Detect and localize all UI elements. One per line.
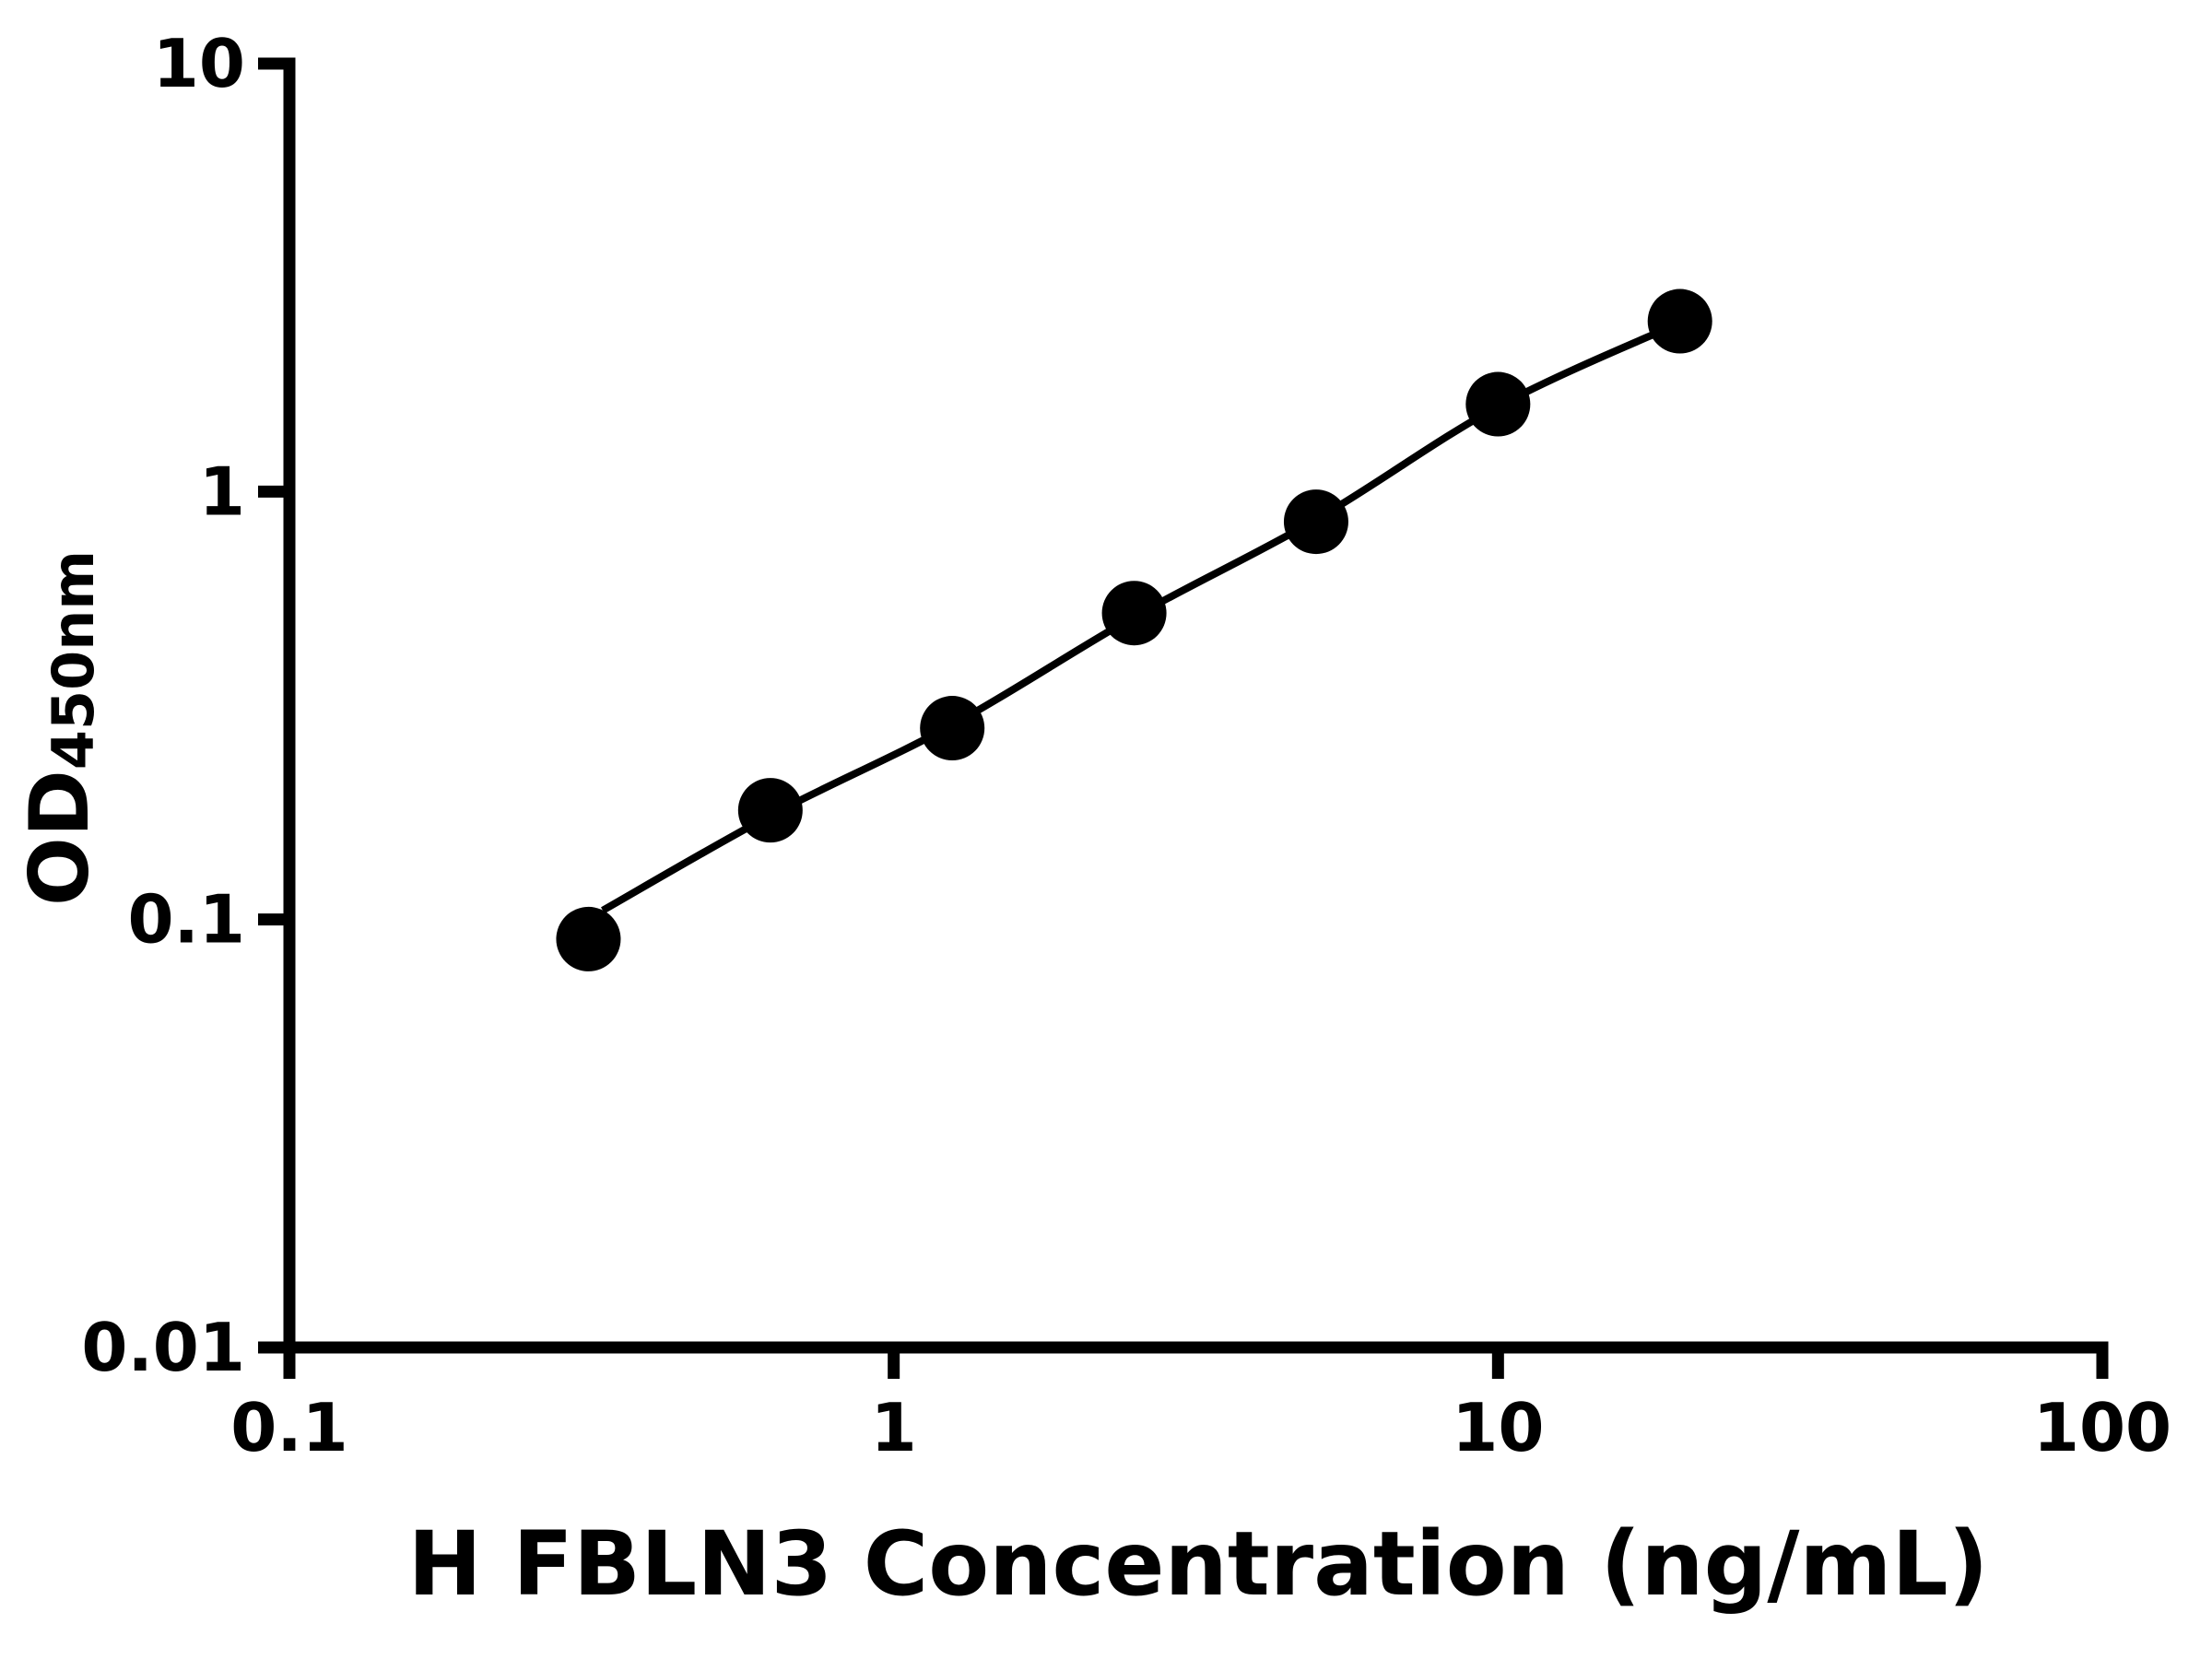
y-tick-label: 0.1 [127, 881, 245, 959]
x-tick-label: 10 [1452, 1389, 1544, 1466]
data-markers-group [556, 288, 1712, 971]
x-tick-label: 1 [871, 1389, 917, 1466]
axes [283, 57, 2109, 1354]
y-axis-title: OD450nm [12, 550, 107, 906]
y-tick-label: 0.01 [81, 1309, 245, 1386]
data-point-marker [737, 778, 803, 843]
data-point-marker [1465, 371, 1531, 437]
y-axis-title-sub: 450nm [40, 550, 107, 770]
data-point-marker [1283, 489, 1348, 555]
x-axis-title: H FBLN3 Concentration (ng/mL) [408, 1512, 1989, 1616]
data-point-marker [1647, 288, 1712, 354]
x-tick-label: 0.1 [230, 1389, 348, 1466]
data-point-marker [920, 696, 985, 761]
y-tick-label: 10 [153, 25, 245, 102]
ticks [258, 57, 2109, 1379]
data-point-marker [556, 906, 621, 971]
x-tick-label: 100 [2033, 1389, 2171, 1466]
data-point-marker [1101, 581, 1167, 646]
y-axis-title-main: OD [12, 770, 107, 906]
y-tick-label: 1 [199, 453, 245, 530]
